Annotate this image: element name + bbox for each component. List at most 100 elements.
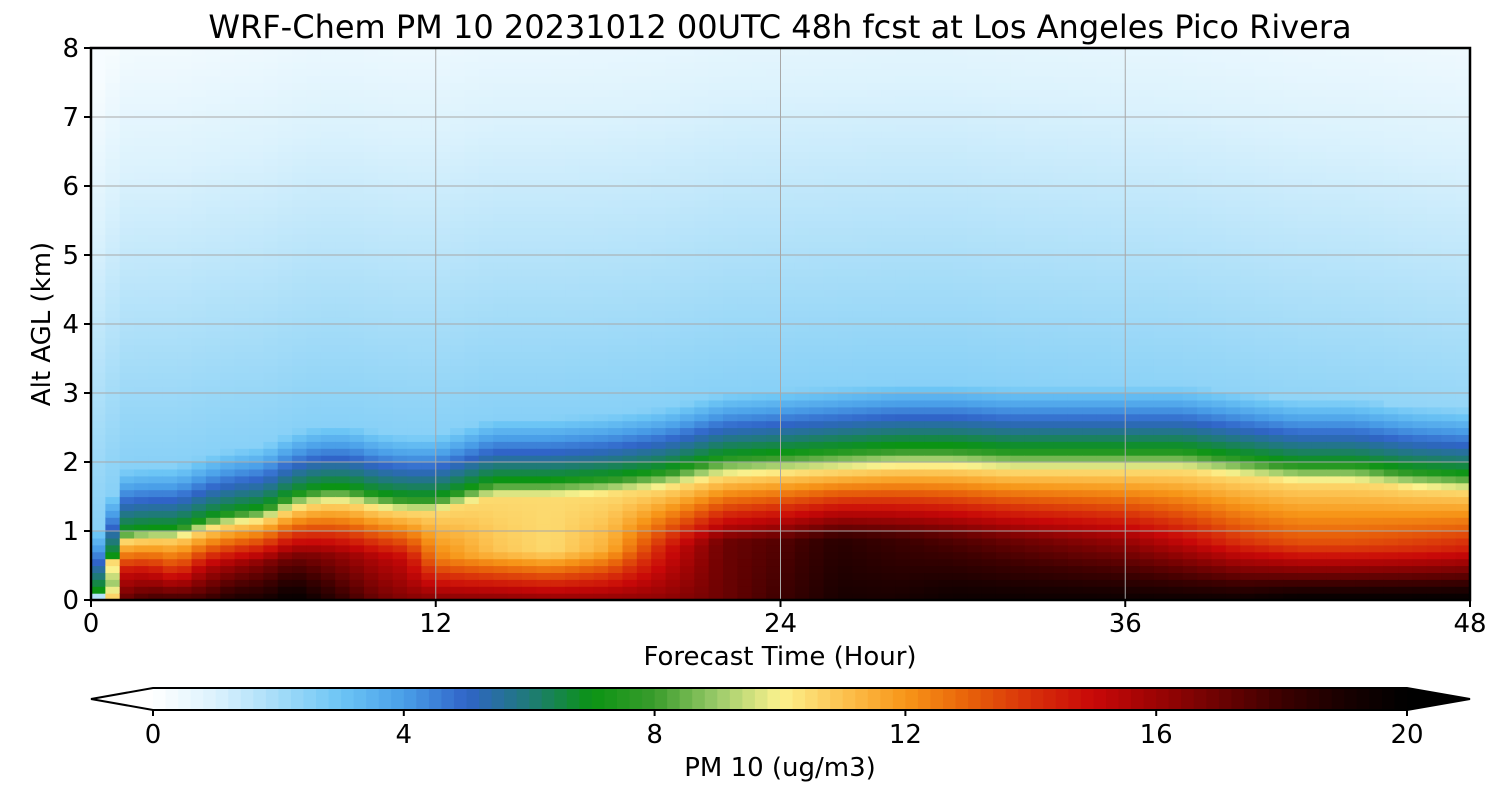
heatmap-cell xyxy=(91,503,106,511)
heatmap-cell xyxy=(292,110,308,118)
heatmap-cell xyxy=(852,324,868,332)
heatmap-cell xyxy=(249,524,264,532)
heatmap-cell xyxy=(593,310,609,318)
heatmap-cell xyxy=(837,137,853,146)
heatmap-cell xyxy=(292,489,308,498)
heatmap-cell xyxy=(191,144,207,153)
heatmap-cell xyxy=(320,448,336,456)
heatmap-cell xyxy=(320,565,336,573)
heatmap-cell xyxy=(349,75,365,84)
heatmap-cell xyxy=(105,296,121,304)
heatmap-cell xyxy=(737,261,753,270)
heatmap-cell xyxy=(277,255,293,263)
heatmap-cell xyxy=(895,130,911,139)
heatmap-cell xyxy=(162,117,178,125)
heatmap-cell xyxy=(349,48,365,56)
heatmap-cell xyxy=(292,365,308,373)
heatmap-cell xyxy=(177,413,193,422)
heatmap-cell xyxy=(723,227,739,235)
heatmap-cell xyxy=(723,103,739,111)
heatmap-cell xyxy=(565,227,580,235)
heatmap-cell xyxy=(421,489,437,498)
heatmap-cell xyxy=(794,227,810,235)
heatmap-cell xyxy=(536,68,552,77)
heatmap-cell xyxy=(105,68,121,77)
heatmap-cell xyxy=(335,386,351,394)
heatmap-cell xyxy=(220,186,236,194)
heatmap-cell xyxy=(794,48,810,56)
heatmap-cell xyxy=(493,586,509,594)
heatmap-cell xyxy=(895,579,911,587)
heatmap-cell xyxy=(292,206,308,215)
heatmap-cell xyxy=(91,199,106,208)
heatmap-cell xyxy=(766,496,782,504)
heatmap-cell xyxy=(249,406,264,415)
heatmap-cell xyxy=(306,82,322,90)
heatmap-cell xyxy=(162,544,178,553)
heatmap-cell xyxy=(507,275,523,284)
heatmap-cell xyxy=(378,372,394,380)
heatmap-cell xyxy=(550,82,566,90)
heatmap-cell xyxy=(392,255,408,263)
heatmap-cell xyxy=(335,282,351,291)
heatmap-cell xyxy=(349,365,365,373)
heatmap-cell xyxy=(780,337,796,346)
heatmap-cell xyxy=(335,544,351,553)
heatmap-cell xyxy=(924,158,940,166)
heatmap-cell xyxy=(306,192,322,201)
heatmap-cell xyxy=(191,213,207,222)
heatmap-cell xyxy=(766,544,782,553)
heatmap-cell xyxy=(823,110,839,118)
heatmap-cell xyxy=(679,372,695,380)
heatmap-cell xyxy=(737,241,753,249)
heatmap-cell xyxy=(780,61,796,70)
heatmap-cell xyxy=(407,572,422,580)
heatmap-cell xyxy=(191,241,207,249)
heatmap-cell xyxy=(392,75,408,84)
heatmap-cell xyxy=(967,462,983,470)
heatmap-cell xyxy=(924,89,940,97)
heatmap-cell xyxy=(134,324,150,332)
heatmap-cell xyxy=(809,186,825,194)
heatmap-cell xyxy=(407,489,422,498)
heatmap-cell xyxy=(651,117,667,125)
heatmap-cell xyxy=(536,482,552,491)
heatmap-cell xyxy=(895,330,911,339)
heatmap-cell xyxy=(263,54,279,63)
heatmap-cell xyxy=(177,462,193,470)
heatmap-cell xyxy=(421,179,437,187)
heatmap-cell xyxy=(292,275,308,284)
heatmap-cell xyxy=(421,420,437,429)
heatmap-cell xyxy=(335,572,351,580)
heatmap-cell xyxy=(277,165,293,173)
heatmap-cell xyxy=(292,593,308,601)
heatmap-cell xyxy=(407,565,422,573)
heatmap-cell xyxy=(478,551,494,560)
heatmap-cell xyxy=(866,344,882,353)
heatmap-cell xyxy=(493,337,509,346)
heatmap-cell xyxy=(565,317,580,325)
heatmap-cell xyxy=(177,579,193,587)
heatmap-cell xyxy=(220,144,236,153)
heatmap-cell xyxy=(694,82,710,90)
heatmap-cell xyxy=(565,482,580,491)
heatmap-cell xyxy=(162,586,178,594)
heatmap-cell xyxy=(895,544,911,553)
heatmap-cell xyxy=(349,68,365,77)
heatmap-cell xyxy=(794,324,810,332)
heatmap-cell xyxy=(148,558,164,567)
heatmap-cell xyxy=(450,475,466,484)
heatmap-cell xyxy=(794,89,810,97)
heatmap-cell xyxy=(148,503,164,511)
heatmap-cell xyxy=(737,282,753,291)
heatmap-cell xyxy=(292,137,308,146)
heatmap-cell xyxy=(349,227,365,235)
heatmap-cell xyxy=(737,82,753,90)
heatmap-cell xyxy=(737,199,753,208)
heatmap-cell xyxy=(105,192,121,201)
heatmap-cell xyxy=(550,103,566,111)
heatmap-cell xyxy=(464,399,480,408)
heatmap-cell xyxy=(177,68,193,77)
heatmap-cell xyxy=(622,558,638,567)
heatmap-cell xyxy=(220,48,236,56)
